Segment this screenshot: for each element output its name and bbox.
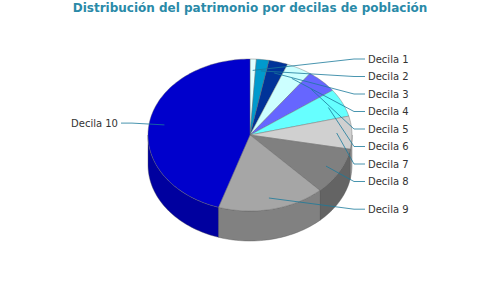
slice-label: Decila 3	[368, 89, 409, 100]
leader-line	[121, 123, 164, 125]
slice	[148, 59, 250, 207]
leader-line	[326, 166, 365, 181]
slice-label: Decila 5	[368, 124, 409, 135]
slice-label: Decila 1	[368, 54, 409, 65]
pie-tops	[148, 59, 352, 211]
labels: Decila 1 Decila 2 Decila 3 Decila 4 Decila 5…	[71, 54, 409, 215]
chart: Distribución del patrimonio por decilas …	[0, 0, 500, 300]
leader-line	[337, 133, 365, 164]
slice-label: Decila 2	[368, 71, 409, 82]
title: Distribución del patrimonio por decilas …	[73, 1, 428, 15]
leader-line	[269, 198, 365, 209]
slice-label: Decila 9	[368, 204, 409, 215]
slice-label: Decila 7	[368, 159, 409, 170]
slice-label: Decila 8	[368, 176, 409, 187]
slice-label: Decila 6	[368, 141, 409, 152]
leader-line	[274, 73, 365, 94]
leader-line	[253, 59, 365, 70]
slice-label: Decila 10	[71, 118, 118, 129]
leader-line	[328, 108, 365, 147]
slice-label: Decila 4	[368, 106, 409, 117]
leader-line	[292, 78, 365, 111]
